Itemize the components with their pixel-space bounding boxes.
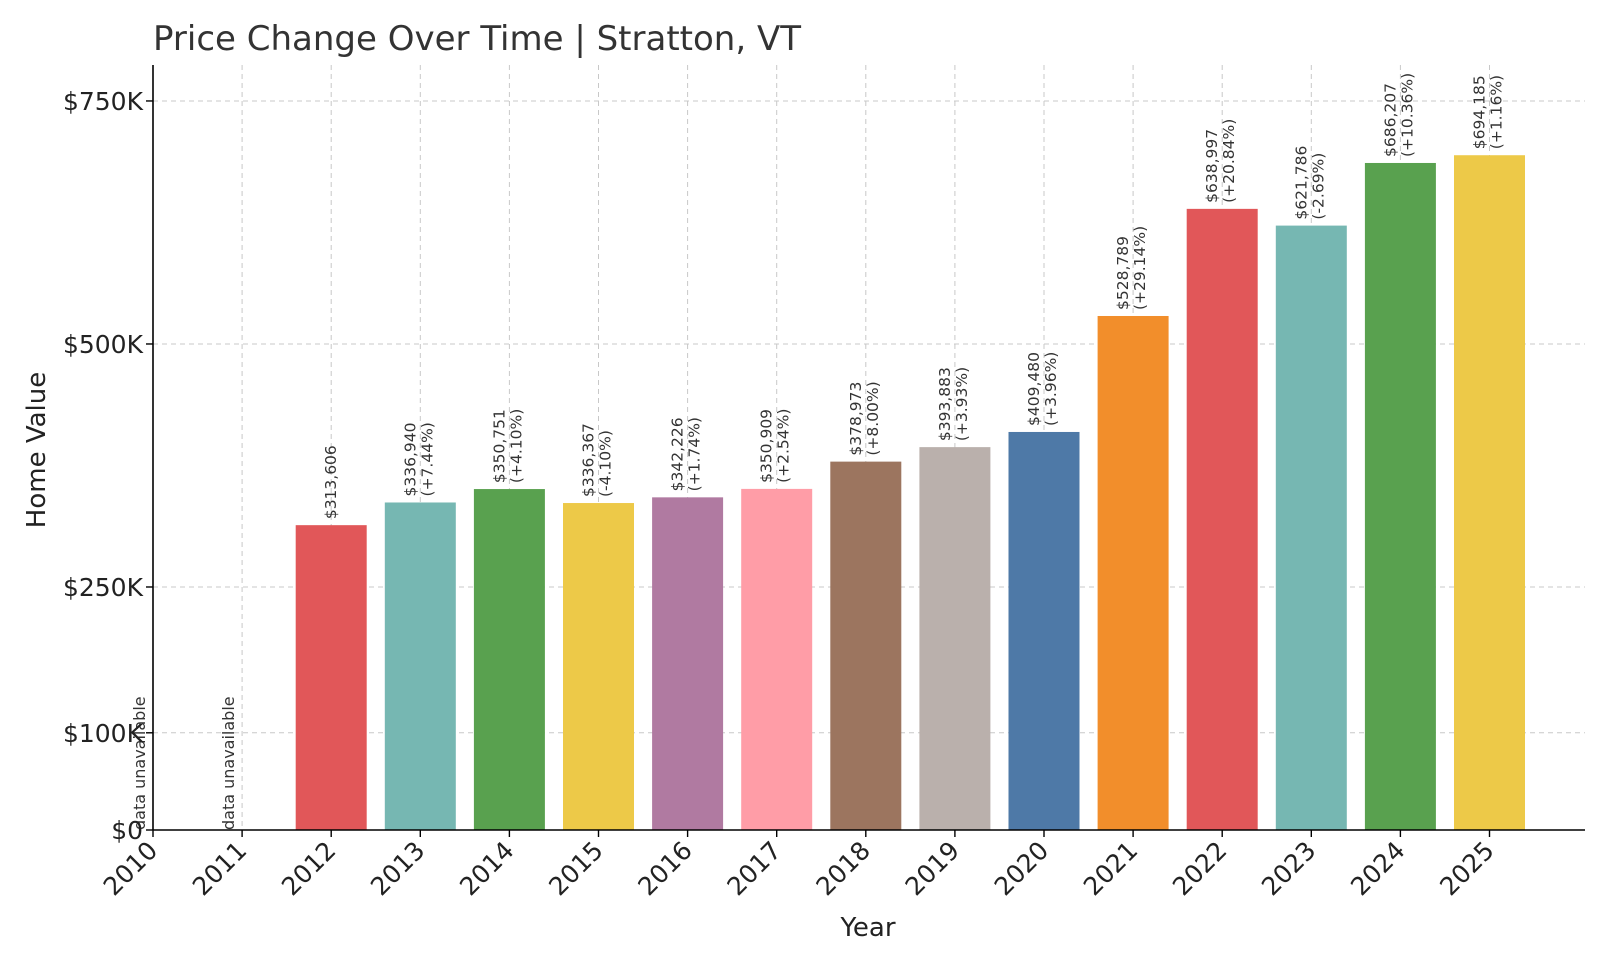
bar-value-label: $313,606 xyxy=(322,445,340,519)
bar-2025 xyxy=(1454,155,1525,830)
x-tick-label: 2016 xyxy=(632,836,697,901)
bar-2018 xyxy=(830,461,902,830)
bar-value-label: $528,789 xyxy=(1114,236,1132,310)
x-tick-label: 2021 xyxy=(1078,836,1143,901)
x-tick-label: 2022 xyxy=(1167,836,1232,901)
chart-title: Price Change Over Time | Stratton, VT xyxy=(153,19,801,59)
bar-change-label: (+3.93%) xyxy=(953,367,971,441)
bar-value-label: $694,185 xyxy=(1471,75,1489,149)
bar-2024 xyxy=(1364,162,1436,830)
bar-change-label: (+7.44%) xyxy=(418,422,436,496)
bar-change-label: (+4.10%) xyxy=(507,409,525,483)
bar-2021 xyxy=(1097,315,1169,830)
x-tick-label: 2012 xyxy=(276,836,341,901)
bar-value-label: $409,480 xyxy=(1025,352,1043,426)
bar-change-label: (-4.10%) xyxy=(597,430,615,497)
bar-value-label: $621,786 xyxy=(1292,146,1310,220)
bar-change-label: (+20.84%) xyxy=(1220,119,1238,203)
bar-change-label: (+1.74%) xyxy=(686,417,704,491)
bar-2016 xyxy=(652,497,724,830)
y-tick-label: $0 xyxy=(111,816,143,845)
bar-2020 xyxy=(1008,431,1080,830)
x-tick-label: 2017 xyxy=(721,836,786,901)
bar-2015 xyxy=(563,503,634,830)
y-tick-label: $500K xyxy=(63,330,144,359)
bar-value-label: $393,883 xyxy=(936,367,954,441)
y-tick-label: $750K xyxy=(63,87,144,116)
bar-2022 xyxy=(1186,208,1258,830)
x-axis-label: Year xyxy=(839,913,895,943)
y-axis-label: Home Value xyxy=(22,372,52,528)
x-tick-label: 2023 xyxy=(1256,836,1321,901)
x-tick-label: 2019 xyxy=(900,836,965,901)
bar-change-label: (+3.96%) xyxy=(1042,352,1060,426)
x-tick-label: 2018 xyxy=(811,836,876,901)
bar-change-label: (+10.36%) xyxy=(1398,73,1416,157)
x-tick-label: 2024 xyxy=(1345,836,1410,901)
x-tick-label: 2010 xyxy=(98,836,163,901)
bar-value-label: $336,940 xyxy=(401,423,419,497)
bar-change-label: (+1.16%) xyxy=(1488,75,1506,149)
bar-2023 xyxy=(1275,225,1347,830)
bar-value-labels: data unavailable data unavailable $313,606… xyxy=(130,73,1506,830)
y-tick-label: $250K xyxy=(63,573,144,602)
bars xyxy=(295,155,1525,830)
bar-value-label: $336,367 xyxy=(580,423,598,497)
bar-change-label: (+2.54%) xyxy=(775,409,793,483)
bar-value-label: $350,909 xyxy=(758,409,776,483)
x-axis-ticks: 2010 2011 2012 2013 2014 2015 2016 2017 2018 2019… xyxy=(98,830,1500,901)
x-tick-label: 2025 xyxy=(1434,836,1499,901)
bar-value-label: $342,226 xyxy=(669,417,687,491)
missing-data-label: data unavailable xyxy=(219,696,238,830)
bar-value-label: $686,207 xyxy=(1381,83,1399,157)
y-tick-label: $100K xyxy=(63,719,144,748)
bar-value-label: $350,751 xyxy=(490,409,508,483)
x-tick-label: 2014 xyxy=(454,836,519,901)
bar-2019 xyxy=(919,447,991,830)
missing-data-label: data unavailable xyxy=(130,696,149,830)
bar-change-label: (+8.00%) xyxy=(864,381,882,455)
x-tick-label: 2020 xyxy=(989,836,1054,901)
bar-value-label: $638,997 xyxy=(1203,129,1221,203)
bar-2014 xyxy=(473,489,545,830)
x-tick-label: 2011 xyxy=(187,836,252,901)
x-tick-label: 2013 xyxy=(365,836,430,901)
x-tick-label: 2015 xyxy=(543,836,608,901)
bar-change-label: (-2.69%) xyxy=(1309,153,1327,220)
bar-2017 xyxy=(741,488,813,830)
y-axis-ticks: $0 $100K $250K $500K $750K xyxy=(63,87,153,845)
bar-2012 xyxy=(295,525,367,830)
bar-2013 xyxy=(384,502,456,830)
bar-value-label: $378,973 xyxy=(847,382,865,456)
bar-change-label: (+29.14%) xyxy=(1131,226,1149,310)
